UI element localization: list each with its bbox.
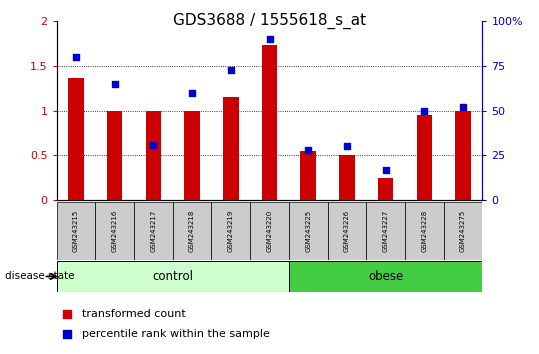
Point xyxy=(63,331,72,337)
Bar xyxy=(289,202,328,260)
Text: obese: obese xyxy=(368,270,403,283)
Text: GSM243220: GSM243220 xyxy=(266,210,273,252)
Bar xyxy=(211,202,250,260)
Bar xyxy=(68,78,84,200)
Text: percentile rank within the sample: percentile rank within the sample xyxy=(82,329,270,339)
Bar xyxy=(184,110,200,200)
Bar xyxy=(146,110,161,200)
Text: GSM243219: GSM243219 xyxy=(228,210,234,252)
Bar xyxy=(444,202,482,260)
Bar xyxy=(57,261,289,292)
Text: transformed count: transformed count xyxy=(82,309,186,319)
Bar xyxy=(172,202,211,260)
Text: GSM243218: GSM243218 xyxy=(189,210,195,252)
Point xyxy=(459,104,467,110)
Point xyxy=(304,147,313,153)
Bar xyxy=(289,261,482,292)
Text: GSM243226: GSM243226 xyxy=(344,210,350,252)
Text: GSM243215: GSM243215 xyxy=(73,210,79,252)
Bar xyxy=(328,202,367,260)
Bar xyxy=(405,202,444,260)
Point xyxy=(420,108,429,113)
Bar xyxy=(134,202,172,260)
Bar xyxy=(300,151,316,200)
Point xyxy=(265,36,274,42)
Point xyxy=(110,81,119,87)
Bar xyxy=(262,45,277,200)
Point xyxy=(226,67,235,72)
Text: GDS3688 / 1555618_s_at: GDS3688 / 1555618_s_at xyxy=(173,12,366,29)
Point xyxy=(343,144,351,149)
Bar xyxy=(455,110,471,200)
Text: GSM243225: GSM243225 xyxy=(305,210,311,252)
Bar xyxy=(57,202,95,260)
Bar xyxy=(107,110,122,200)
Text: GSM243228: GSM243228 xyxy=(421,210,427,252)
Text: control: control xyxy=(152,270,193,283)
Point xyxy=(63,311,72,316)
Point xyxy=(188,90,196,96)
Point xyxy=(381,167,390,172)
Bar xyxy=(250,202,289,260)
Text: GSM243275: GSM243275 xyxy=(460,210,466,252)
Bar xyxy=(417,115,432,200)
Bar xyxy=(367,202,405,260)
Bar xyxy=(95,202,134,260)
Text: GSM243216: GSM243216 xyxy=(112,210,118,252)
Text: disease state: disease state xyxy=(5,272,75,281)
Bar xyxy=(339,155,355,200)
Bar xyxy=(223,97,239,200)
Text: GSM243227: GSM243227 xyxy=(383,210,389,252)
Text: GSM243217: GSM243217 xyxy=(150,210,156,252)
Point xyxy=(149,142,158,147)
Point xyxy=(72,54,80,60)
Bar xyxy=(378,178,393,200)
